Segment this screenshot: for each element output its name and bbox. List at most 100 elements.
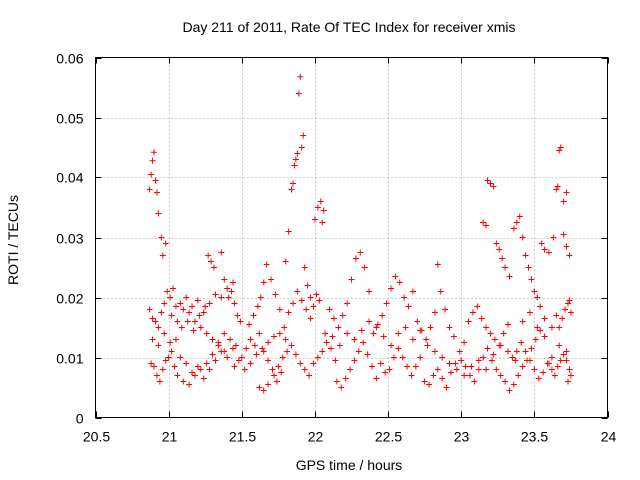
data-point bbox=[560, 351, 567, 358]
data-point bbox=[148, 360, 155, 367]
data-point bbox=[499, 255, 506, 262]
data-point bbox=[557, 144, 564, 151]
data-point bbox=[548, 324, 555, 331]
data-point bbox=[291, 162, 298, 169]
data-point bbox=[408, 372, 415, 379]
data-point bbox=[458, 357, 465, 364]
data-point bbox=[322, 330, 329, 337]
data-point bbox=[294, 288, 301, 295]
x-tick-label: 20.5 bbox=[83, 429, 110, 445]
data-point bbox=[172, 303, 179, 310]
data-point bbox=[475, 357, 482, 364]
data-point bbox=[554, 363, 561, 370]
data-point bbox=[505, 348, 512, 355]
data-point bbox=[146, 306, 153, 313]
y-tick-label: 0.06 bbox=[56, 51, 83, 67]
data-point bbox=[183, 360, 190, 367]
data-point bbox=[567, 372, 574, 379]
data-point bbox=[152, 318, 159, 325]
data-point bbox=[203, 330, 210, 337]
data-point bbox=[469, 309, 476, 316]
data-point bbox=[232, 342, 239, 349]
data-point bbox=[545, 249, 552, 256]
data-point bbox=[559, 315, 566, 322]
data-point bbox=[566, 297, 573, 304]
data-point bbox=[556, 342, 563, 349]
data-point bbox=[531, 288, 538, 295]
data-point bbox=[256, 330, 263, 337]
data-point bbox=[480, 354, 487, 361]
data-point bbox=[149, 315, 156, 322]
data-point bbox=[336, 342, 343, 349]
data-point bbox=[196, 312, 203, 319]
data-point bbox=[148, 171, 155, 178]
data-point bbox=[178, 324, 185, 331]
data-point bbox=[183, 294, 190, 301]
data-point bbox=[215, 342, 222, 349]
data-point bbox=[475, 366, 482, 373]
data-point bbox=[417, 354, 424, 361]
data-point bbox=[347, 366, 354, 373]
data-point bbox=[221, 276, 228, 283]
data-point bbox=[168, 348, 175, 355]
data-point bbox=[377, 360, 384, 367]
x-tick-label: 21.5 bbox=[229, 429, 256, 445]
data-point bbox=[224, 285, 231, 292]
data-point bbox=[146, 186, 153, 193]
data-point bbox=[352, 255, 359, 262]
data-point bbox=[452, 360, 459, 367]
data-point bbox=[461, 372, 468, 379]
data-point bbox=[430, 372, 437, 379]
data-point bbox=[502, 264, 509, 271]
data-point bbox=[344, 300, 351, 307]
axis-ticks bbox=[95, 57, 609, 419]
data-point bbox=[556, 147, 563, 154]
data-point bbox=[162, 240, 169, 247]
data-point bbox=[311, 216, 318, 223]
data-point bbox=[541, 246, 548, 253]
data-point bbox=[254, 303, 261, 310]
data-point bbox=[401, 294, 408, 301]
data-point bbox=[409, 336, 416, 343]
data-point bbox=[284, 348, 291, 355]
data-point bbox=[417, 327, 424, 334]
data-point bbox=[442, 306, 449, 313]
data-point bbox=[167, 294, 174, 301]
data-point bbox=[565, 300, 572, 307]
data-point bbox=[238, 354, 245, 361]
data-point bbox=[553, 186, 560, 193]
data-point bbox=[567, 309, 574, 316]
data-point bbox=[500, 330, 507, 337]
data-point bbox=[519, 318, 526, 325]
data-point bbox=[392, 273, 399, 280]
data-point bbox=[490, 183, 497, 190]
data-point bbox=[360, 339, 367, 346]
data-point bbox=[186, 381, 193, 388]
data-point bbox=[247, 336, 254, 343]
data-point bbox=[534, 324, 541, 331]
data-point bbox=[191, 372, 198, 379]
y-tick-label: 0 bbox=[76, 411, 84, 427]
data-point bbox=[560, 231, 567, 238]
data-point bbox=[288, 186, 295, 193]
data-point bbox=[310, 303, 317, 310]
data-point bbox=[153, 189, 160, 196]
data-point bbox=[209, 336, 216, 343]
data-point bbox=[289, 300, 296, 307]
data-point bbox=[509, 354, 516, 361]
data-point bbox=[319, 348, 326, 355]
x-tick-label: 23.5 bbox=[521, 429, 548, 445]
data-point bbox=[297, 360, 304, 367]
data-point bbox=[212, 357, 219, 364]
data-point bbox=[446, 324, 453, 331]
data-point bbox=[218, 294, 225, 301]
data-point bbox=[155, 324, 162, 331]
data-point bbox=[537, 303, 544, 310]
data-point bbox=[177, 300, 184, 307]
data-point bbox=[197, 324, 204, 331]
data-point bbox=[180, 306, 187, 313]
data-point bbox=[383, 300, 390, 307]
data-point bbox=[333, 378, 340, 385]
data-point bbox=[241, 366, 248, 373]
